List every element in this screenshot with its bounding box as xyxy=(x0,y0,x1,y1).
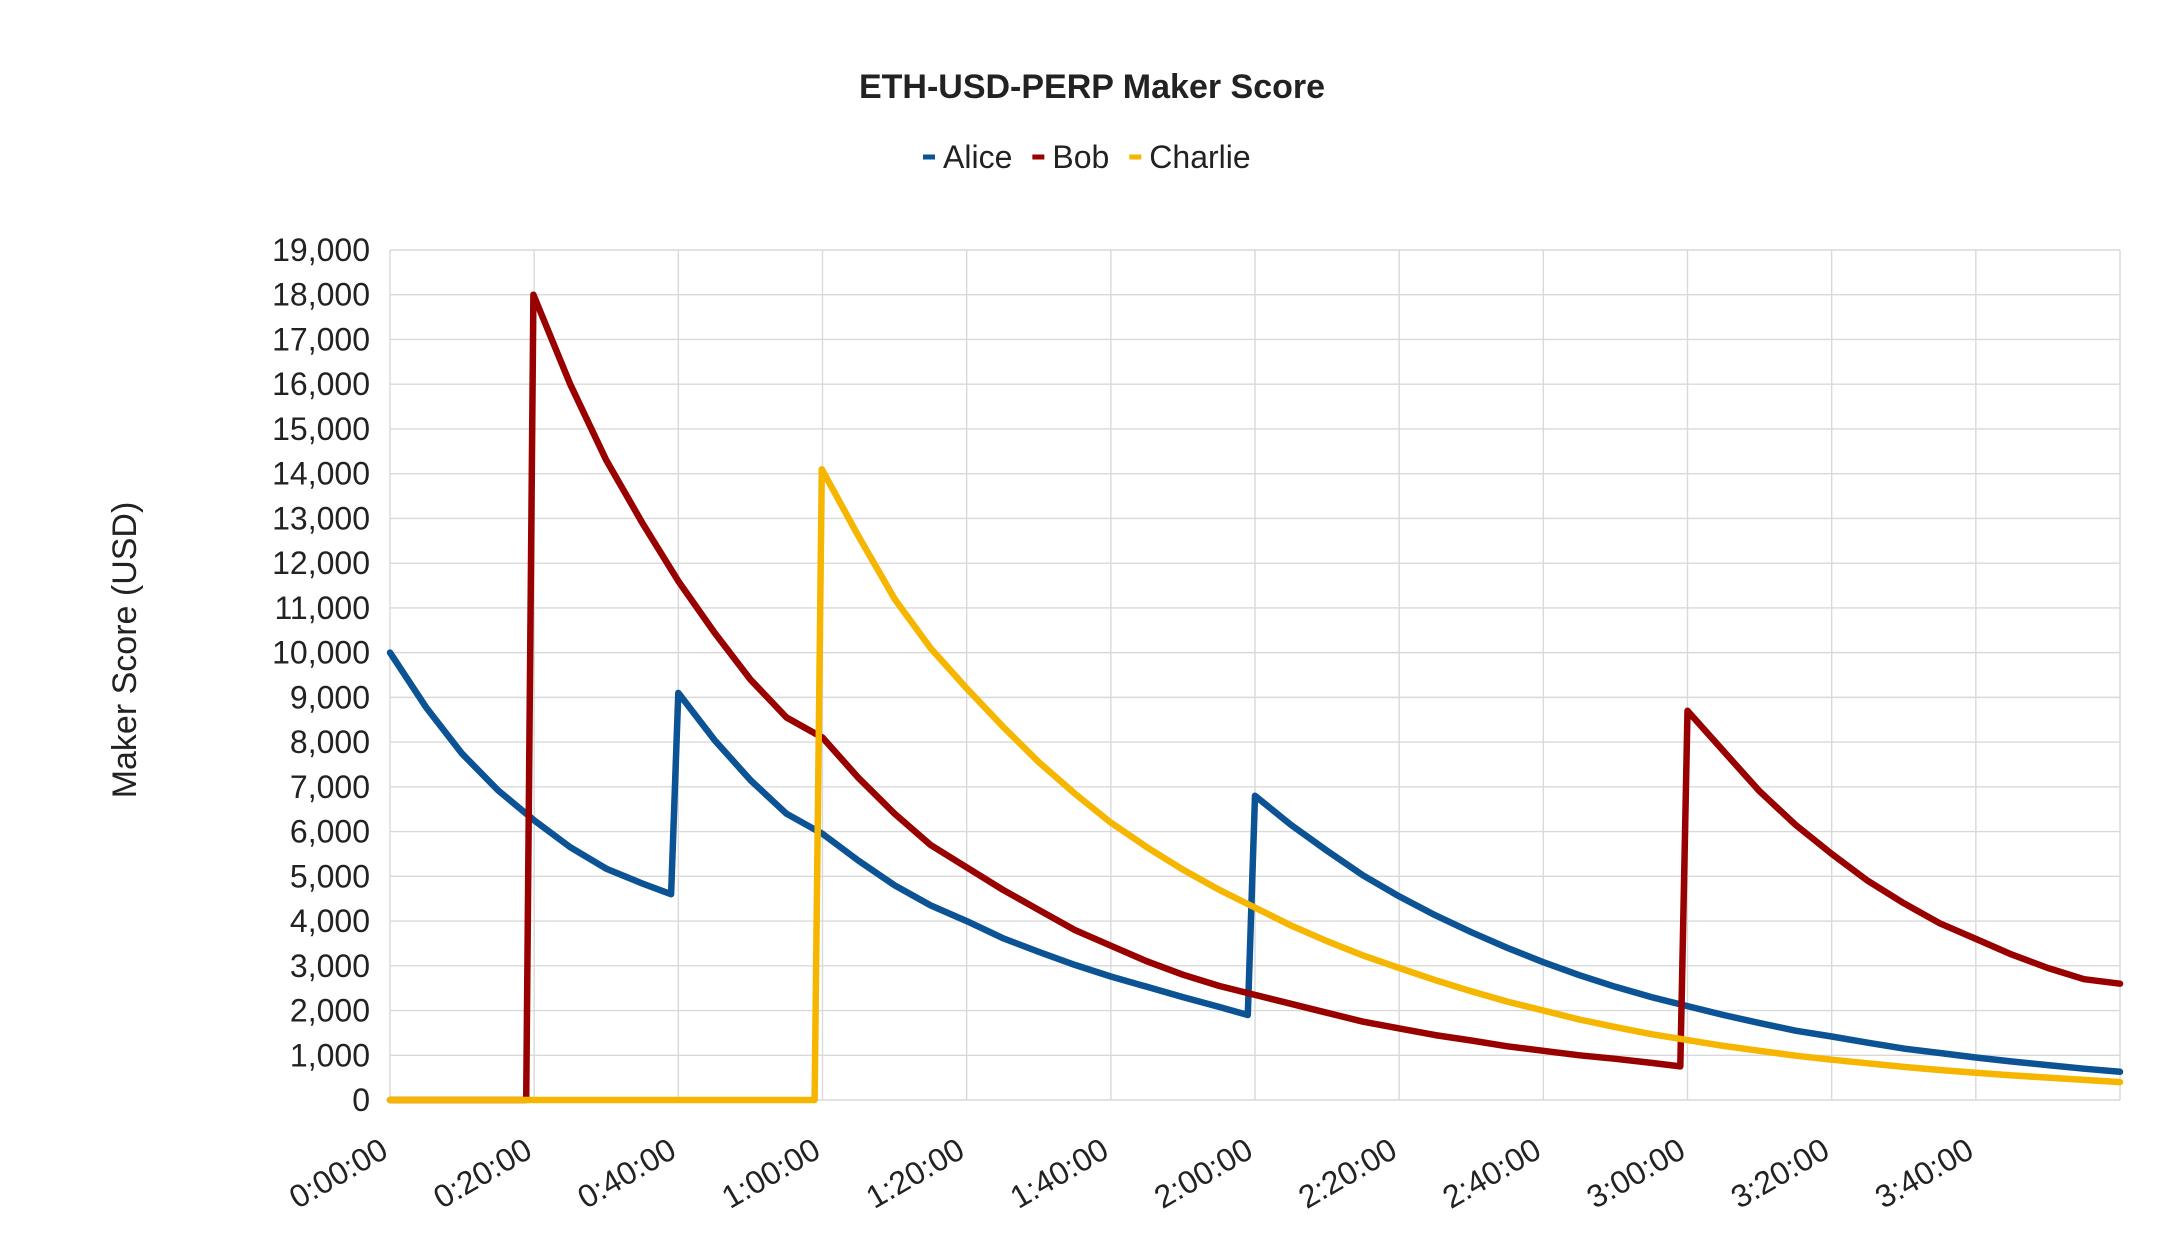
x-tick-label: 0:20:00 xyxy=(427,1131,537,1216)
y-tick-label: 7,000 xyxy=(290,769,370,805)
y-tick-label: 1,000 xyxy=(290,1037,370,1073)
y-tick-label: 14,000 xyxy=(272,456,370,492)
y-tick-label: 19,000 xyxy=(272,232,370,268)
legend-label-alice: Alice xyxy=(943,139,1012,175)
y-tick-label: 3,000 xyxy=(290,948,370,984)
y-tick-label: 4,000 xyxy=(290,903,370,939)
legend-label-bob: Bob xyxy=(1052,139,1109,175)
y-tick-label: 17,000 xyxy=(272,321,370,357)
x-tick-label: 2:40:00 xyxy=(1436,1131,1546,1216)
chart-title: ETH-USD-PERP Maker Score xyxy=(859,68,1325,106)
y-tick-label: 10,000 xyxy=(272,635,370,671)
y-tick-label: 11,000 xyxy=(275,590,371,626)
legend: Alice Bob Charlie xyxy=(923,139,1251,175)
x-tick-label: 1:00:00 xyxy=(716,1131,826,1216)
x-tick-label: 3:00:00 xyxy=(1581,1131,1691,1216)
y-axis-ticks: 0 1,000 2,000 3,000 4,000 5,000 6,000 7,000 8,00… xyxy=(272,232,370,1118)
x-tick-label: 3:40:00 xyxy=(1869,1131,1979,1216)
y-tick-label: 12,000 xyxy=(272,545,370,581)
y-tick-label: 2,000 xyxy=(290,993,370,1029)
gridlines xyxy=(389,249,2121,1101)
x-tick-label: 0:00:00 xyxy=(283,1131,393,1216)
x-tick-label: 3:20:00 xyxy=(1725,1131,1835,1216)
x-axis-ticks: 0:00:00 0:20:00 0:40:00 1:00:00 1:20:00 1:40:… xyxy=(283,1131,1979,1216)
y-axis-label: Maker Score (USD) xyxy=(106,502,144,799)
y-tick-label: 5,000 xyxy=(290,858,370,894)
y-tick-label: 0 xyxy=(352,1082,370,1118)
x-tick-label: 0:40:00 xyxy=(571,1131,681,1216)
y-tick-label: 15,000 xyxy=(272,411,370,447)
y-tick-label: 18,000 xyxy=(272,277,370,313)
x-tick-label: 1:20:00 xyxy=(860,1131,970,1216)
series-lines xyxy=(386,291,2124,1104)
series-line-alice xyxy=(386,649,2124,1076)
series-line-bob xyxy=(386,291,2124,1104)
y-tick-label: 9,000 xyxy=(290,679,370,715)
y-tick-label: 13,000 xyxy=(272,500,370,536)
y-tick-label: 8,000 xyxy=(290,724,370,760)
y-tick-label: 16,000 xyxy=(272,366,370,402)
series-line-charlie xyxy=(386,465,2124,1104)
x-tick-label: 2:00:00 xyxy=(1148,1131,1258,1216)
y-tick-label: 6,000 xyxy=(290,814,370,850)
x-tick-label: 2:20:00 xyxy=(1292,1131,1402,1216)
legend-label-charlie: Charlie xyxy=(1149,139,1250,175)
x-tick-label: 1:40:00 xyxy=(1004,1131,1114,1216)
